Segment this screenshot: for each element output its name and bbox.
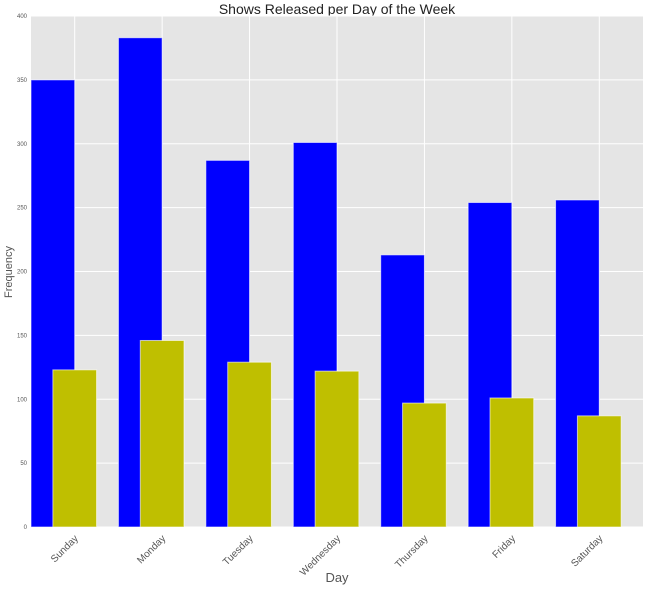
- bar-series-2-friday: [489, 397, 535, 528]
- bar-series-2-wednesday: [314, 370, 360, 528]
- y-tick-label: 150: [17, 333, 28, 339]
- y-axis-label: Frequency: [3, 246, 15, 298]
- y-tick-label: 100: [17, 397, 28, 403]
- y-tick-label: 0: [24, 525, 28, 531]
- x-tick-label-thursday: Thursday: [393, 533, 430, 570]
- y-tick-label: 250: [17, 206, 28, 212]
- bar-series-2-sunday: [52, 369, 98, 528]
- y-tick-label: 50: [20, 461, 27, 467]
- bar-series-2-tuesday: [227, 361, 272, 528]
- x-tick-label-monday: Monday: [135, 533, 168, 566]
- x-tick-label-friday: Friday: [491, 533, 518, 560]
- x-tick-label-tuesday: Tuesday: [221, 533, 256, 568]
- x-tick-label-sunday: Sunday: [49, 533, 81, 565]
- x-axis-label: Day: [325, 570, 349, 585]
- bar-series-2-monday: [139, 339, 185, 528]
- y-tick-label: 200: [17, 270, 28, 276]
- x-tick-label-saturday: Saturday: [569, 533, 605, 569]
- bar-series-2-saturday: [576, 415, 622, 528]
- y-tick-labels: 0 50 100 150 200 250 300 350 400: [17, 14, 28, 531]
- y-tick-label: 400: [17, 14, 28, 20]
- bars: [30, 37, 622, 528]
- bar-series-2-thursday: [402, 402, 447, 528]
- chart-title: Shows Released per Day of the Week: [219, 1, 456, 17]
- y-tick-label: 300: [17, 142, 28, 148]
- y-tick-label: 350: [17, 78, 28, 84]
